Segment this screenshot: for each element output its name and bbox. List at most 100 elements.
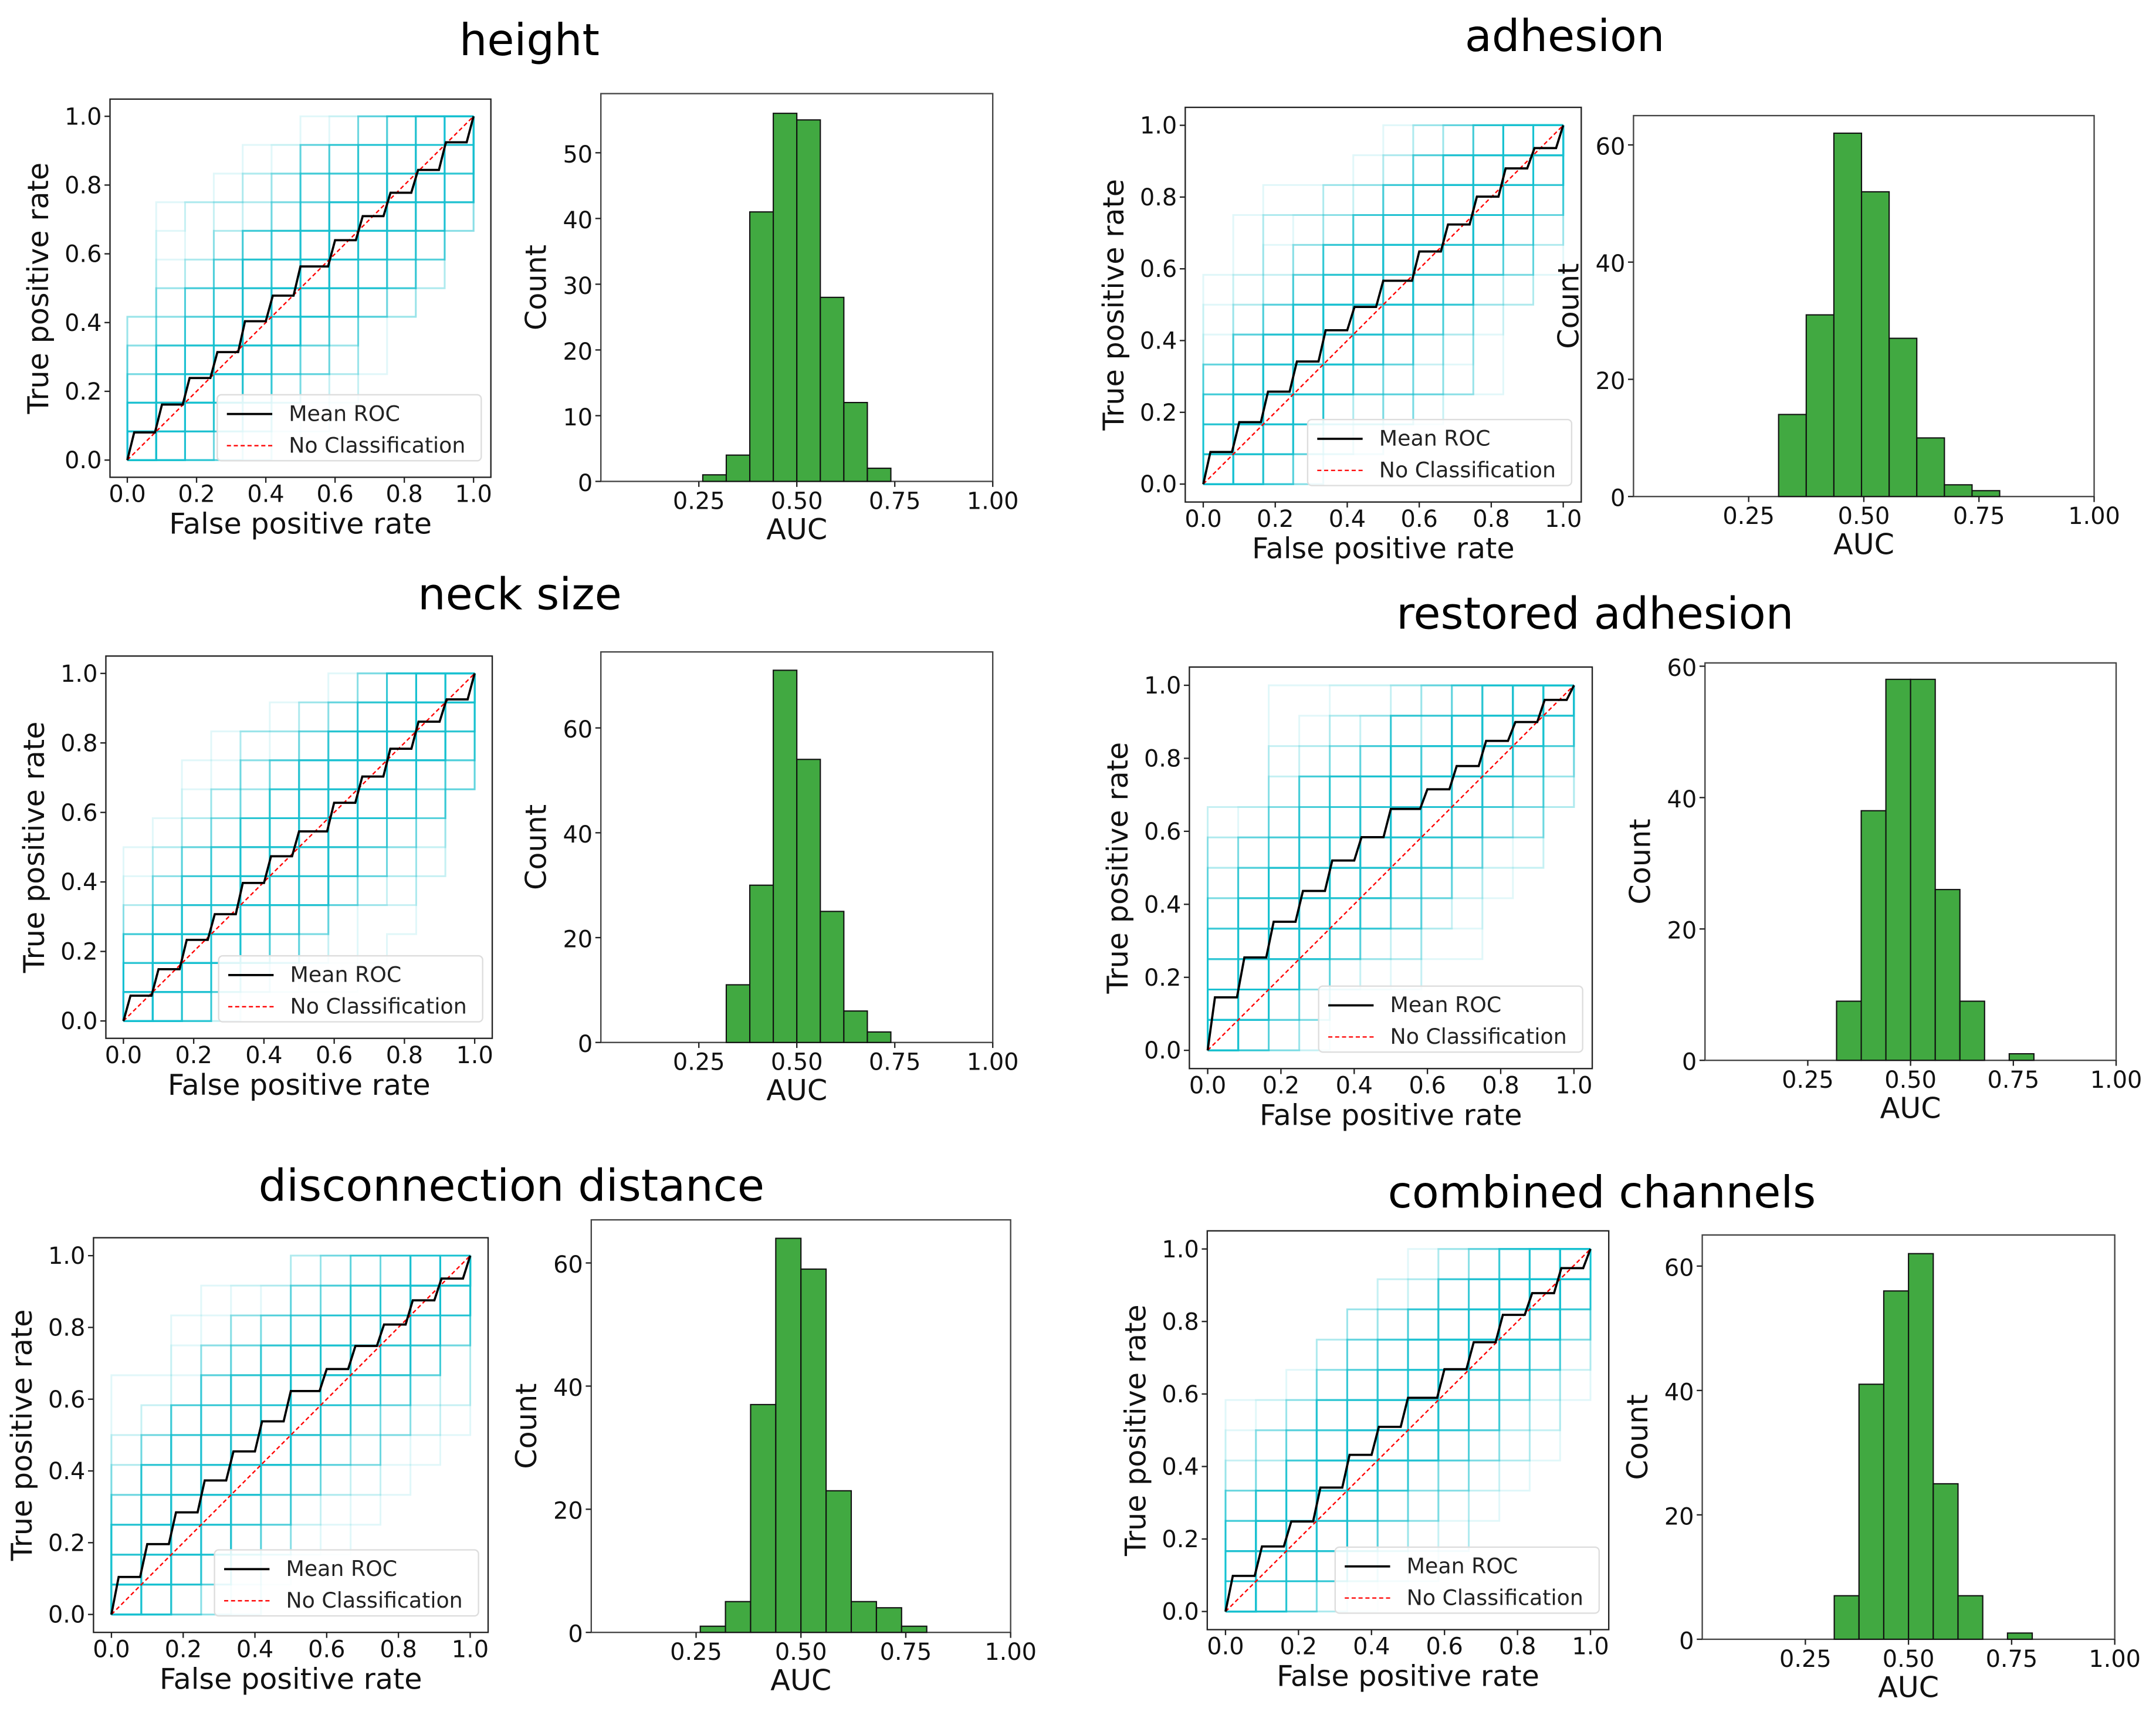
histogram-bar <box>750 1403 777 1633</box>
roc-curve <box>126 115 474 461</box>
roc-legend: Mean ROC No Classification <box>1318 985 1583 1053</box>
roc-curve <box>1224 1248 1591 1612</box>
x-tick-label: 0.75 <box>1986 1646 2038 1673</box>
histogram-bar <box>1932 1483 1959 1640</box>
roc-curve <box>1203 124 1563 485</box>
roc-curve <box>123 672 475 1022</box>
roc-curve <box>110 1254 471 1615</box>
roc-curve <box>1206 685 1575 1051</box>
roc-curve <box>1203 124 1563 485</box>
x-tick-label: 0.4 <box>245 1042 282 1069</box>
roc-curve <box>1202 125 1565 485</box>
roc-curve <box>1203 124 1563 485</box>
roc-curve <box>1224 1248 1591 1612</box>
roc-curve <box>1202 125 1565 485</box>
y-tick-label: 0.2 <box>1162 1526 1199 1553</box>
roc-curve <box>110 1256 472 1615</box>
roc-curve <box>123 672 475 1022</box>
roc-curve <box>111 1256 472 1616</box>
roc-curve <box>127 115 474 461</box>
legend-no-classification-label: No Classification <box>1379 457 1556 482</box>
roc-curve <box>123 672 475 1022</box>
roc-curve <box>123 673 476 1022</box>
x-tick-label: 1.00 <box>2068 503 2120 530</box>
roc-curve <box>1206 685 1575 1051</box>
roc-curve <box>126 116 475 461</box>
x-tick-label: 0.0 <box>1207 1633 1244 1660</box>
roc-curve <box>1207 685 1575 1051</box>
roc-curve <box>1206 684 1574 1051</box>
x-tick-label: 1.00 <box>984 1639 1037 1666</box>
roc-curve <box>127 116 475 461</box>
roc-curve <box>126 115 474 461</box>
roc-curve <box>1202 124 1563 485</box>
roc-curve <box>111 1256 472 1616</box>
roc-curve <box>122 672 475 1021</box>
roc-curve <box>1202 125 1565 485</box>
roc-curve <box>1206 684 1574 1051</box>
roc-frame <box>93 1237 489 1633</box>
roc-curve <box>123 672 475 1022</box>
x-tick-label: 0.0 <box>1184 506 1221 533</box>
roc-curve <box>127 116 475 461</box>
roc-curve <box>110 1254 471 1615</box>
roc-curve <box>123 672 475 1022</box>
histogram-bar <box>702 474 727 482</box>
roc-curve <box>1225 1248 1591 1613</box>
roc-curve <box>1224 1249 1592 1612</box>
legend-no-classification-label: No Classification <box>289 432 465 458</box>
roc-curve <box>1203 125 1565 485</box>
roc-curve <box>127 115 474 461</box>
y-tick-label: 0.6 <box>1140 256 1177 283</box>
roc-curve <box>1206 684 1574 1051</box>
roc-curve <box>122 672 475 1021</box>
y-axis-label: True positive rate <box>17 722 51 974</box>
y-tick-label: 20 <box>1667 918 1697 945</box>
y-tick-label: 60 <box>563 716 593 743</box>
x-tick-label: 0.6 <box>1409 1072 1446 1099</box>
legend-no-classification-label: No Classification <box>286 1588 463 1613</box>
roc-frame <box>1206 1230 1610 1631</box>
x-tick-label: 0.25 <box>670 1639 722 1666</box>
x-tick-label: 0.4 <box>247 481 284 508</box>
panel-title: restored adhesion <box>1396 587 1793 639</box>
roc-curve <box>110 1256 472 1615</box>
roc-curve <box>127 116 475 461</box>
x-tick-label: 0.6 <box>308 1636 345 1663</box>
roc-curve <box>127 116 475 461</box>
roc-curve <box>122 672 475 1021</box>
roc-curve <box>1206 684 1574 1051</box>
roc-curve <box>1206 684 1574 1051</box>
legend-box <box>1307 418 1573 486</box>
roc-curve <box>127 115 474 461</box>
roc-curve <box>1203 124 1563 485</box>
roc-curve <box>111 1256 472 1616</box>
y-tick-label: 30 <box>563 273 593 300</box>
roc-curve <box>1206 684 1574 1051</box>
roc-curve <box>1206 684 1574 1051</box>
y-tick-label: 0 <box>568 1621 583 1648</box>
roc-curve <box>1207 684 1574 1051</box>
roc-curve <box>111 1254 471 1616</box>
roc-curve <box>1224 1249 1592 1612</box>
y-tick-label: 0 <box>1679 1628 1694 1655</box>
roc-curve <box>1202 124 1563 485</box>
roc-curve <box>1206 684 1574 1051</box>
x-tick-label: 0.75 <box>880 1639 932 1666</box>
roc-curve <box>1225 1249 1592 1613</box>
roc-curve <box>1202 124 1563 485</box>
roc-plot: 0.0 0.2 0.4 0.6 0.8 1.0 0.0 0.2 0.4 0.6 0.8 1.0 Fals… <box>1118 1230 1610 1693</box>
roc-curve <box>1206 684 1574 1051</box>
roc-curve <box>123 673 476 1022</box>
roc-frame <box>1184 106 1582 503</box>
roc-curve <box>1202 124 1563 485</box>
roc-curve <box>1225 1249 1592 1613</box>
no-classification-line <box>111 1255 471 1615</box>
roc-curve <box>1206 685 1575 1051</box>
roc-curve <box>126 115 474 461</box>
roc-plot: 0.0 0.2 0.4 0.6 0.8 1.0 0.0 0.2 0.4 0.6 0.8 1.0 Fals… <box>5 1237 489 1696</box>
x-tick-label: 0.6 <box>316 481 353 508</box>
roc-curve <box>1225 1248 1591 1613</box>
